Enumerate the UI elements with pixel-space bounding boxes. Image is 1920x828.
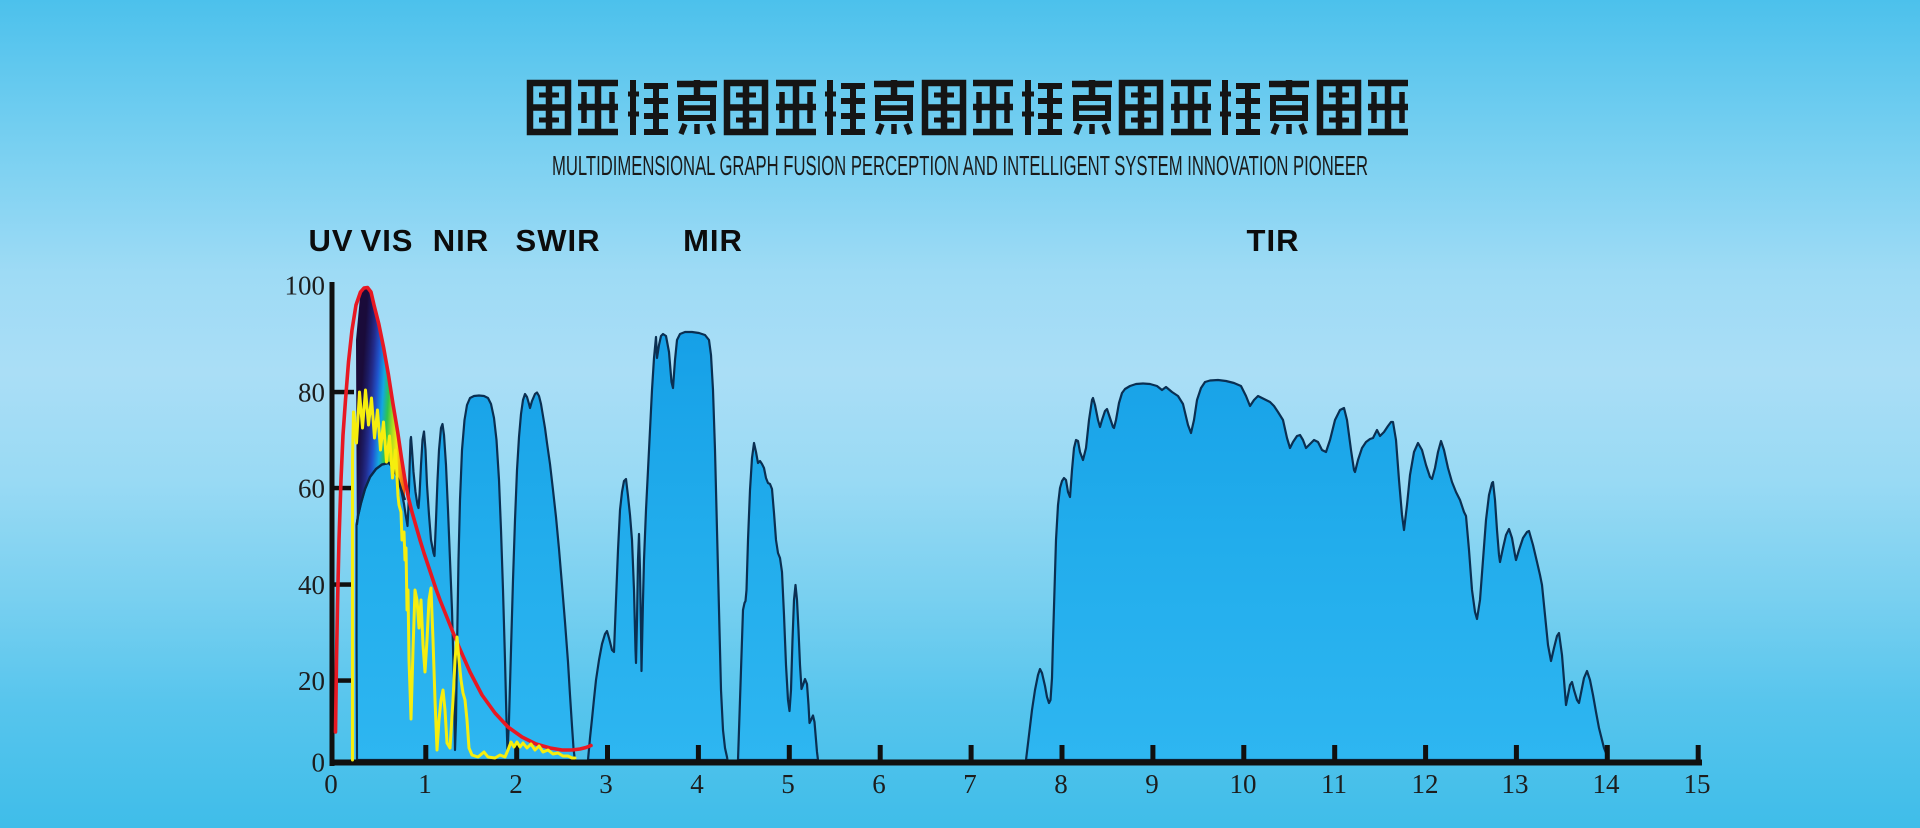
svg-text:60: 60 <box>298 474 325 504</box>
svg-text:12: 12 <box>1412 769 1439 799</box>
svg-text:40: 40 <box>298 570 325 600</box>
svg-text:2: 2 <box>509 769 523 799</box>
svg-text:MULTIDIMENSIONAL GRAPH FUSION: MULTIDIMENSIONAL GRAPH FUSION PERCEPTION… <box>552 150 1368 181</box>
svg-text:9: 9 <box>1145 769 1159 799</box>
svg-text:5: 5 <box>781 769 795 799</box>
svg-text:0: 0 <box>312 748 326 778</box>
svg-text:80: 80 <box>298 378 325 408</box>
svg-text:NIR: NIR <box>433 223 489 258</box>
svg-text:15: 15 <box>1684 769 1711 799</box>
svg-text:SWIR: SWIR <box>516 223 601 258</box>
svg-text:VIS: VIS <box>361 223 414 258</box>
svg-text:UV: UV <box>308 223 353 258</box>
svg-text:11: 11 <box>1321 769 1347 799</box>
svg-text:7: 7 <box>963 769 977 799</box>
svg-text:MIR: MIR <box>683 223 743 258</box>
svg-text:14: 14 <box>1593 769 1621 799</box>
svg-text:0: 0 <box>324 769 338 799</box>
svg-text:20: 20 <box>298 666 325 696</box>
svg-text:3: 3 <box>599 769 613 799</box>
svg-text:6: 6 <box>872 769 886 799</box>
svg-text:4: 4 <box>690 769 704 799</box>
svg-text:13: 13 <box>1502 769 1529 799</box>
svg-text:1: 1 <box>418 769 432 799</box>
svg-text:10: 10 <box>1230 769 1257 799</box>
svg-text:TIR: TIR <box>1247 223 1300 258</box>
svg-text:100: 100 <box>285 271 326 301</box>
svg-text:8: 8 <box>1054 769 1068 799</box>
